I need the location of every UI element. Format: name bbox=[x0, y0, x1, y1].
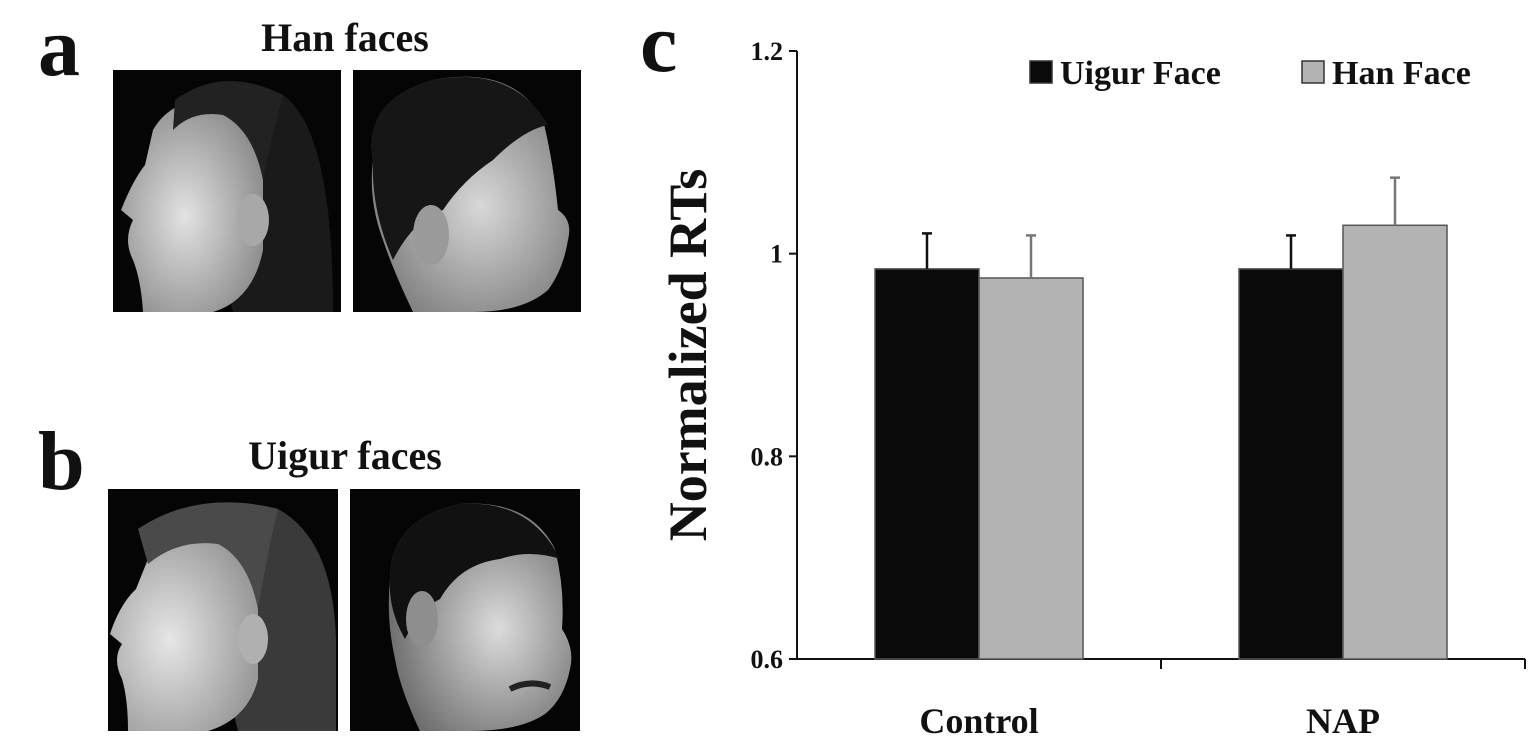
panel-title-uigur-faces: Uigur faces bbox=[248, 433, 442, 478]
y-tick-label-0: 0.6 bbox=[751, 645, 784, 674]
legend-label-0: Uigur Face bbox=[1060, 55, 1221, 92]
panel-letter-c: c bbox=[640, 0, 678, 90]
y-tick-label-3: 1.2 bbox=[751, 37, 784, 66]
legend-swatch-0 bbox=[1029, 60, 1053, 84]
y-tick-label-2: 1 bbox=[770, 240, 783, 269]
bar-uigur-face-control bbox=[874, 268, 980, 660]
bar-han-face-nap bbox=[1342, 224, 1448, 660]
han-male-profile-photo bbox=[353, 70, 581, 312]
uigur-female-profile-photo bbox=[108, 489, 338, 731]
legend-label-1: Han Face bbox=[1332, 55, 1471, 92]
panel-title-han-faces: Han faces bbox=[261, 15, 429, 60]
bar-han-face-control bbox=[978, 277, 1084, 660]
y-tick-label-1: 0.8 bbox=[751, 442, 784, 471]
category-label-control: Control bbox=[919, 701, 1038, 741]
category-label-nap: NAP bbox=[1306, 701, 1380, 741]
han-female-profile-photo bbox=[113, 70, 341, 312]
legend-swatch-1 bbox=[1301, 60, 1325, 84]
bar-uigur-face-nap bbox=[1238, 268, 1344, 660]
panel-letter-a: a bbox=[38, 1, 80, 94]
y-axis-label: Normalized RTs bbox=[658, 169, 718, 542]
panel-letter-b: b bbox=[38, 415, 85, 508]
uigur-male-profile-photo bbox=[350, 489, 580, 731]
